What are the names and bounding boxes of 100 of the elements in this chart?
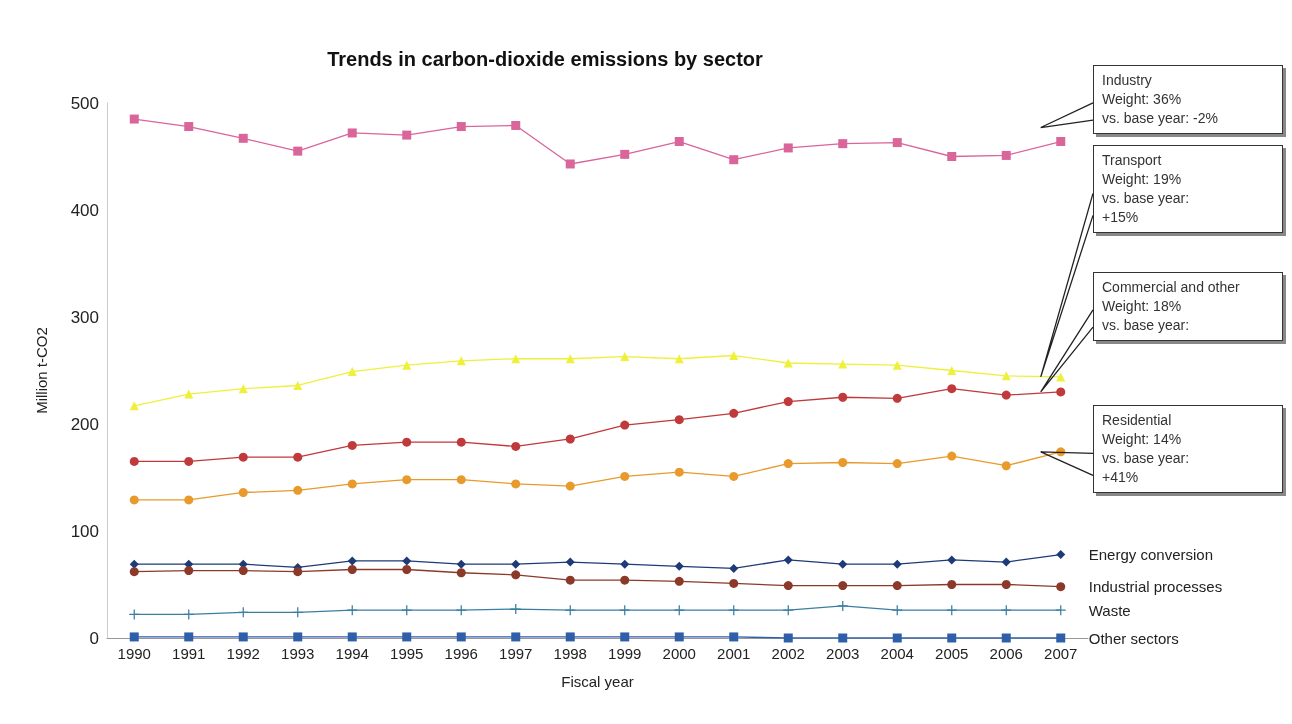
point: [511, 559, 521, 569]
point: [456, 122, 466, 132]
point: [511, 479, 521, 489]
point: [783, 633, 793, 643]
point: [1001, 633, 1011, 643]
point: [837, 600, 848, 611]
point: [402, 556, 412, 566]
point: [456, 632, 466, 642]
y-tick-label: 100: [70, 521, 99, 541]
point: [293, 485, 303, 495]
point: [347, 479, 357, 489]
text: Weight: 19% vs. base year: +15%: [1102, 170, 1191, 227]
point: [892, 559, 902, 569]
point: [674, 632, 684, 642]
point: [947, 633, 957, 643]
point: [1001, 461, 1011, 471]
point: [1056, 137, 1066, 147]
x-tick-label: 2007: [1044, 645, 1078, 662]
point: [511, 120, 521, 130]
point: [729, 408, 739, 418]
point: [1056, 582, 1066, 592]
point: [947, 580, 957, 589]
point: [238, 452, 248, 462]
point: [238, 133, 248, 143]
point: [402, 130, 412, 140]
point: [892, 393, 902, 403]
text: Weight: 14% vs. base year: +41%: [1102, 430, 1191, 487]
y-tick-label: 0: [89, 628, 99, 648]
point: [402, 437, 412, 447]
point: [729, 155, 739, 165]
point: [838, 139, 848, 149]
point: [783, 459, 793, 469]
point: [347, 632, 357, 642]
point: [838, 633, 848, 643]
point: [620, 471, 630, 481]
x-tick-label: 1990: [117, 645, 151, 662]
point: [783, 555, 793, 565]
point: [511, 632, 521, 642]
point: [347, 440, 357, 450]
point: [783, 358, 793, 368]
point: [729, 563, 739, 573]
point: [511, 570, 521, 580]
point: [620, 575, 630, 585]
point: [402, 565, 412, 575]
point: [293, 632, 303, 642]
point: [456, 568, 466, 578]
point: [129, 114, 139, 124]
x-tick-label: 2002: [771, 645, 805, 662]
point: [783, 581, 793, 591]
point: [293, 146, 303, 156]
point: [674, 561, 684, 571]
point: [1001, 557, 1011, 567]
point: [892, 360, 902, 370]
point: [565, 557, 575, 567]
text: Industry: [1102, 71, 1153, 90]
text: Weight: 18% vs. base year:: [1102, 297, 1191, 335]
point: [456, 475, 466, 485]
point: [783, 143, 793, 153]
x-tick-label: 2003: [826, 645, 860, 662]
point: [184, 389, 194, 399]
point: [674, 467, 684, 477]
x-tick-label: 1995: [390, 645, 424, 662]
point: [129, 559, 139, 569]
point: [565, 575, 575, 585]
point: [184, 566, 194, 576]
point: [456, 437, 466, 447]
point: [347, 565, 357, 575]
series-label: Waste: [1088, 601, 1131, 619]
point: [565, 159, 575, 169]
point: [838, 559, 848, 569]
text: Weight: 36% vs. base year: -2%: [1102, 90, 1219, 128]
point: [184, 632, 194, 642]
point: [947, 366, 957, 375]
point: [347, 128, 357, 138]
point: [892, 459, 902, 469]
series-label: Other sectors: [1088, 629, 1179, 647]
point: [729, 632, 739, 642]
x-tick-label: 1997: [499, 645, 533, 662]
point: [838, 458, 848, 468]
point: [238, 566, 248, 576]
point: [129, 456, 139, 466]
series-label: Industrial processes: [1088, 578, 1223, 596]
point: [565, 434, 575, 444]
x-tick-label: 1993: [281, 645, 315, 662]
point: [1001, 580, 1011, 589]
point: [947, 451, 957, 461]
point: [238, 487, 248, 497]
y-tick-label: 300: [70, 307, 99, 327]
point: [129, 495, 139, 505]
point: [510, 604, 521, 615]
point: [238, 632, 248, 642]
y-tick-label: 500: [70, 93, 99, 113]
point: [838, 359, 848, 369]
text: Residential: [1102, 411, 1173, 430]
point: [783, 397, 793, 407]
point: [402, 632, 412, 642]
point: [892, 138, 902, 148]
y-tick-label: 200: [70, 414, 99, 434]
point: [1056, 387, 1066, 397]
point: [293, 567, 303, 577]
